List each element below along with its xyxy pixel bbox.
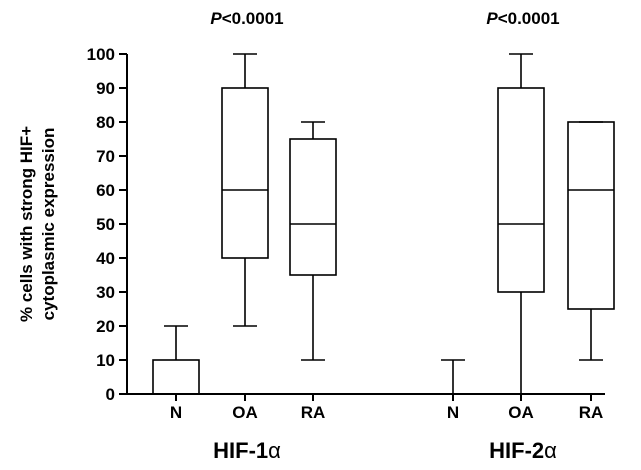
y-tick-label: 60 <box>96 181 115 200</box>
y-axis-title-line-1: % cells with strong HIF+ <box>17 126 36 322</box>
p-value-annotation-2: P<0.0001 <box>486 9 559 28</box>
category-label-oa: OA <box>232 403 258 422</box>
y-tick-label: 20 <box>96 317 115 336</box>
p-value-symbol: P <box>486 9 498 28</box>
category-label-ra: RA <box>579 403 604 422</box>
y-tick-label: 30 <box>96 283 115 302</box>
group-label-2: HIF-2α <box>489 438 557 463</box>
box-oa-group-1 <box>221 53 269 327</box>
p-value-symbol: P <box>210 9 222 28</box>
y-axis-title: % cells with strong HIF+ cytoplasmic expr… <box>17 126 58 322</box>
y-tick-label: 90 <box>96 79 115 98</box>
box-iqr <box>152 359 200 395</box>
box-n-group-2 <box>430 359 476 395</box>
box-n-group-1 <box>152 325 200 395</box>
y-tick-label: 40 <box>96 249 115 268</box>
boxes <box>152 53 615 395</box>
y-tick-label: 10 <box>96 351 115 370</box>
box-ra-group-1 <box>289 121 337 361</box>
category-label-n: N <box>170 403 182 422</box>
group-label-greek: α <box>544 438 557 463</box>
y-tick-label: 70 <box>96 147 115 166</box>
box-iqr <box>289 138 337 276</box>
y-axis-title-line-2: cytoplasmic expression <box>39 128 58 321</box>
p-value-annotation-1: P<0.0001 <box>210 9 283 28</box>
box-ra-group-2 <box>567 121 615 361</box>
category-label-oa: OA <box>508 403 534 422</box>
y-tick-label: 100 <box>87 45 115 64</box>
y-axis-ticks: 0 10 20 30 40 50 60 70 80 90 100 <box>87 45 127 404</box>
group-label-prefix: HIF-1 <box>213 438 268 463</box>
box-oa-group-2 <box>497 53 545 395</box>
box-iqr <box>497 87 545 293</box>
group-label-prefix: HIF-2 <box>489 438 544 463</box>
box-iqr <box>221 87 269 259</box>
group-label-greek: α <box>268 438 281 463</box>
category-label-n: N <box>447 403 459 422</box>
y-tick-label: 0 <box>106 385 115 404</box>
group-label-1: HIF-1α <box>213 438 281 463</box>
box-iqr <box>567 121 615 310</box>
y-tick-label: 80 <box>96 113 115 132</box>
category-label-ra: RA <box>301 403 326 422</box>
p-value-text: <0.0001 <box>222 9 284 28</box>
p-value-text: <0.0001 <box>498 9 560 28</box>
y-tick-label: 50 <box>96 215 115 234</box>
